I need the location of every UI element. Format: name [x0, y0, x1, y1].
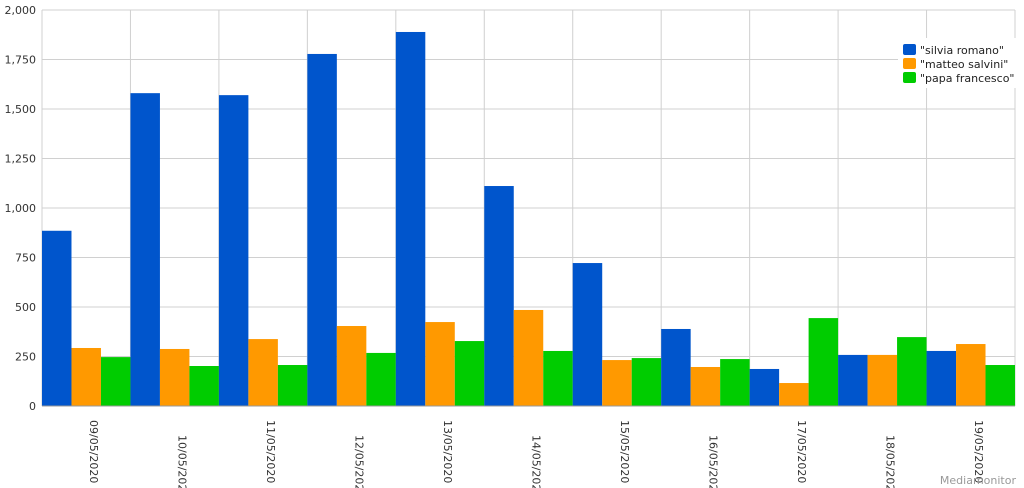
bar: [631, 358, 662, 406]
bar: [277, 365, 308, 406]
y-tick-label: 250: [15, 351, 36, 364]
x-tick-label: 15/05/2020: [618, 420, 631, 483]
bar: [661, 328, 691, 406]
x-tick-label: 17/05/2020: [795, 420, 808, 483]
x-tick-label: 18/05/2020: [883, 435, 896, 488]
legend-swatch: [903, 58, 916, 69]
x-tick-label: 12/05/2020: [353, 435, 366, 488]
y-tick-label: 1,500: [5, 103, 37, 116]
bar: [838, 354, 868, 406]
bar: [454, 341, 485, 406]
bar: [897, 337, 927, 406]
bar: [985, 365, 1015, 406]
y-tick-label: 500: [15, 301, 36, 314]
bar: [749, 368, 780, 406]
bar: [395, 31, 426, 407]
bar: [159, 348, 190, 406]
bar: [513, 309, 544, 406]
x-tick-label: 16/05/2020: [706, 435, 719, 488]
bar: [248, 339, 278, 406]
x-tick-label: 13/05/2020: [441, 420, 454, 483]
bar: [189, 366, 219, 406]
bar: [543, 350, 573, 406]
bar: [218, 95, 249, 406]
bar: [926, 350, 957, 406]
bar: [602, 360, 632, 406]
x-tick-label: 14/05/2020: [530, 435, 543, 488]
bar: [425, 322, 455, 406]
legend-label: "papa francesco": [920, 72, 1015, 85]
legend-label: "matteo salvini": [920, 58, 1008, 71]
bar: [720, 359, 750, 406]
bar: [307, 53, 337, 407]
x-tick-label: 11/05/2020: [264, 420, 277, 483]
bar: [130, 93, 160, 406]
bar: [484, 186, 514, 406]
y-axis: 0 250 500 750 1,000 1,250 1,500 1,750 2,000: [5, 4, 37, 413]
y-tick-label: 2,000: [5, 4, 37, 17]
legend-label: "silvia romano": [920, 44, 1004, 57]
bar: [779, 383, 809, 406]
bar: [336, 326, 367, 406]
bar: [956, 344, 986, 406]
bar: [572, 263, 603, 406]
y-tick-label: 1,250: [5, 153, 37, 166]
x-tick-label: 10/05/2020: [176, 435, 189, 488]
x-axis: 09/05/2020 10/05/2020 11/05/2020 12/05/2020…: [42, 405, 1015, 488]
y-tick-label: 1,000: [5, 202, 37, 215]
y-tick-label: 750: [15, 252, 36, 265]
bars: [42, 31, 1015, 407]
x-tick-label: 09/05/2020: [87, 420, 100, 483]
legend-swatch: [903, 44, 916, 55]
bar: [366, 352, 396, 406]
bar: [42, 230, 72, 406]
bar: [808, 318, 839, 406]
legend-background: [898, 38, 1018, 88]
bar: [100, 357, 131, 406]
bar: [71, 347, 101, 406]
y-tick-label: 0: [29, 400, 36, 413]
bar: [690, 366, 721, 406]
x-tick-label: 19/05/2020: [972, 420, 985, 483]
watermark: Mediamonitor: [940, 474, 1017, 487]
legend: "silvia romano""matteo salvini""papa fra…: [898, 38, 1018, 88]
bar: [867, 354, 898, 406]
y-tick-label: 1,750: [5, 54, 37, 67]
legend-swatch: [903, 72, 916, 83]
